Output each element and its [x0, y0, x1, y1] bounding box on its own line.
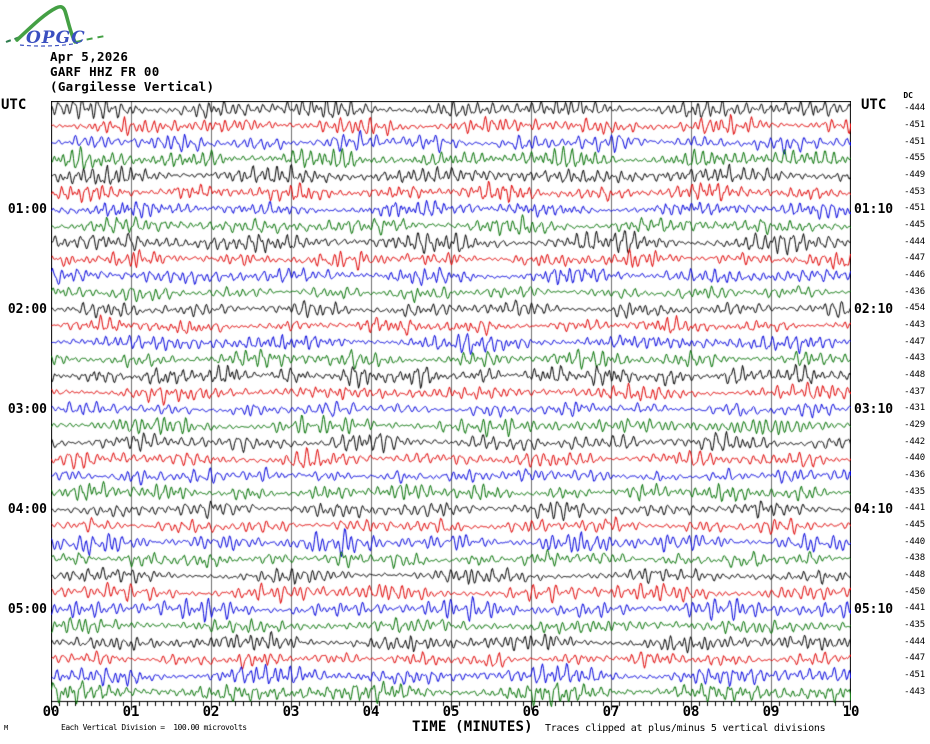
dc-value: -444 [904, 236, 925, 247]
dc-value: -446 [904, 270, 925, 280]
dc-value: -441 [904, 603, 925, 614]
x-tick-label: 05 [442, 704, 460, 720]
dc-value: -445 [904, 520, 925, 530]
x-tick-label: 08 [682, 704, 700, 720]
dc-value: -440 [904, 453, 925, 464]
logo-text: OPGC [26, 28, 86, 48]
header-date: Apr 5,2026 [50, 49, 129, 64]
x-tick-label: 02 [202, 704, 220, 720]
logo-mountain-curve [15, 4, 77, 44]
dc-value: -448 [904, 570, 925, 580]
x-tick-label: 03 [282, 704, 300, 720]
x-tick-label: 09 [762, 704, 780, 720]
dc-value: -453 [904, 186, 925, 197]
dc-value: -438 [904, 553, 925, 564]
x-tick-label: 01 [122, 704, 140, 720]
left-hour-label: 01:00 [7, 202, 47, 218]
logo-underline-dash [19, 42, 79, 47]
dc-value: -441 [904, 503, 925, 514]
dc-value: -443 [904, 353, 925, 364]
utc-label-right: UTC [861, 97, 887, 113]
vertical-division-note: Each Vertical Division = 100.00 microvol… [61, 723, 247, 732]
x-tick-label: 07 [602, 704, 620, 720]
clip-note: Traces clipped at plus/minus 5 vertical … [545, 723, 826, 734]
x-tick-label: 06 [522, 704, 540, 720]
right-hour-label: 02:10 [854, 302, 894, 318]
dc-value: -442 [904, 436, 925, 447]
dc-value: -451 [904, 203, 925, 214]
right-hour-label: 04:10 [854, 502, 894, 518]
dc-value: -450 [904, 586, 925, 597]
utc-label-left: UTC [1, 97, 27, 113]
dc-column-header: DC [903, 91, 913, 100]
dc-value: -447 [904, 253, 925, 264]
dc-value: -451 [904, 120, 925, 130]
left-hour-label: 04:00 [7, 502, 47, 518]
left-hour-label: 03:00 [7, 402, 47, 418]
dc-value: -443 [904, 320, 925, 330]
dc-value: -443 [904, 686, 925, 697]
left-hour-label: 05:00 [7, 602, 47, 618]
dc-value: -436 [904, 470, 925, 480]
dc-value: -451 [904, 136, 925, 147]
dc-value: -447 [904, 653, 925, 664]
header-station-code: GARF HHZ FR 00 [50, 64, 160, 79]
dc-value: -448 [904, 370, 925, 380]
opgc-logo: OPGC [5, 4, 106, 48]
right-hour-label: 05:10 [854, 602, 894, 618]
x-tick-label: 00 [42, 704, 60, 720]
dc-value: -447 [904, 336, 925, 347]
dc-value: -455 [904, 153, 925, 164]
dc-value: -445 [904, 220, 925, 230]
header-station-name: (Gargilesse Vertical) [50, 79, 215, 94]
dc-value: -435 [904, 486, 925, 497]
left-hour-label: 02:00 [7, 302, 47, 318]
dc-value: -435 [904, 620, 925, 630]
dc-value: -431 [904, 403, 925, 414]
dc-value: -436 [904, 286, 925, 297]
right-hour-label: 01:10 [854, 202, 894, 218]
dc-value: -454 [904, 303, 925, 314]
x-axis-title: TIME (MINUTES) [412, 719, 533, 735]
x-tick-label: 04 [362, 704, 380, 720]
header-block: Apr 5,2026 GARF HHZ FR 00 (Gargilesse Ve… [50, 49, 214, 94]
dc-value: -444 [904, 103, 925, 114]
logo-right-dash [75, 35, 106, 43]
dc-value: -429 [904, 420, 925, 430]
dc-value: -437 [904, 386, 925, 397]
helicorder-plot-canvas [51, 101, 851, 713]
corner-mark: M [4, 724, 9, 732]
x-tick-label: 10 [842, 704, 860, 720]
dc-value: -449 [904, 170, 925, 180]
dc-value: -451 [904, 670, 925, 680]
right-hour-label: 03:10 [854, 402, 894, 418]
dc-value: -440 [904, 536, 925, 547]
dc-value: -444 [904, 636, 925, 647]
